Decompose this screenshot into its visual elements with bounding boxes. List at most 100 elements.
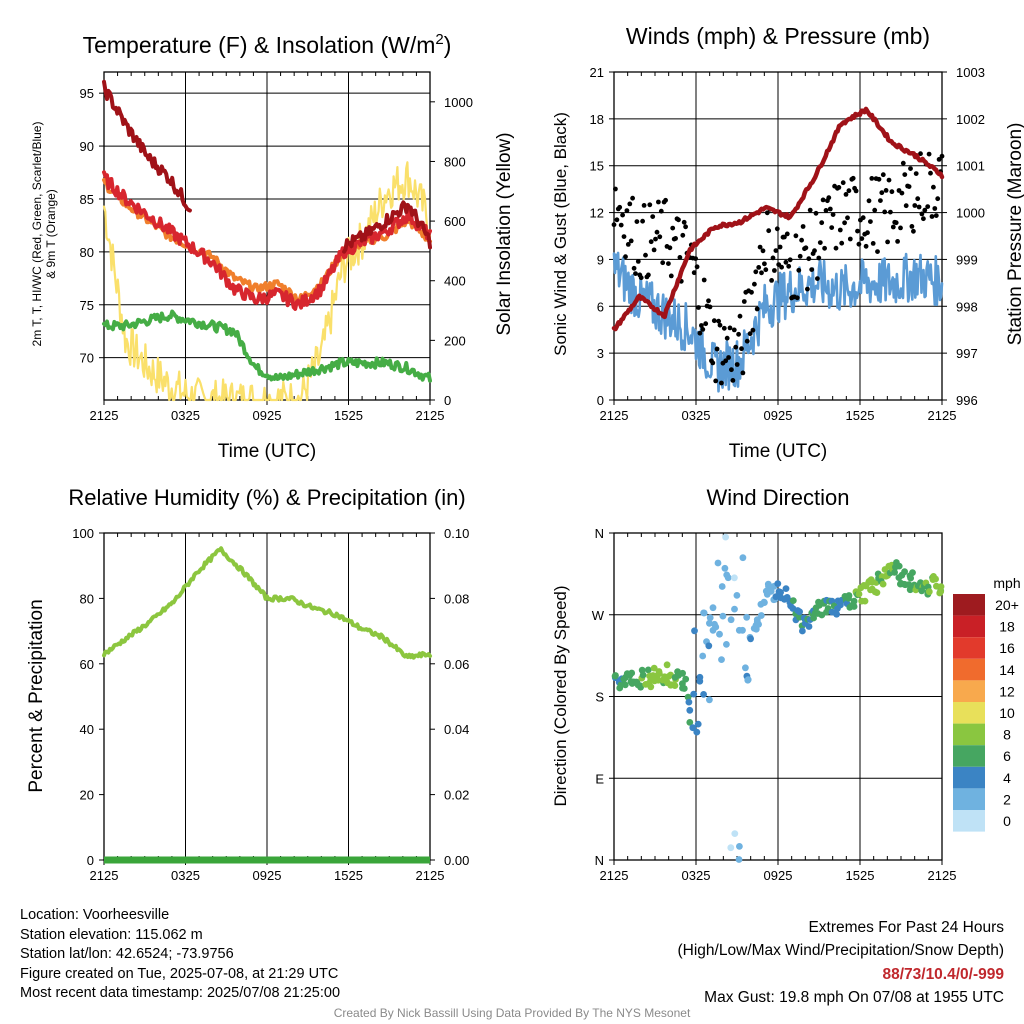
direction-point xyxy=(727,616,735,624)
direction-point xyxy=(714,559,722,567)
gust-point xyxy=(863,243,869,249)
gust-point xyxy=(638,275,644,281)
direction-point xyxy=(873,589,881,596)
gust-point xyxy=(739,346,744,352)
direction-point xyxy=(628,669,636,677)
direction-point xyxy=(621,681,629,689)
speed-legend-swatch xyxy=(953,658,985,681)
direction-x-tick-label: 2125 xyxy=(600,868,629,883)
direction-point xyxy=(850,603,858,610)
temperature-y-tick-label: 85 xyxy=(80,192,94,207)
humidity-y-tick-label: 80 xyxy=(80,591,94,606)
humidity-x-tick-label: 1525 xyxy=(334,868,363,883)
gust-point xyxy=(625,242,631,247)
direction-point xyxy=(663,661,671,669)
gust-point xyxy=(683,224,688,230)
temperature-y-tick-label: 75 xyxy=(80,298,94,313)
direction-point xyxy=(895,562,903,570)
extremes-values: 88/73/10.4/0/-999 xyxy=(882,965,1004,983)
gust-point xyxy=(623,254,628,260)
gust-point xyxy=(846,188,852,194)
direction-point xyxy=(721,564,729,572)
speed-legend-label: 8 xyxy=(1003,727,1011,743)
gust-point xyxy=(815,276,820,281)
gust-point xyxy=(653,236,658,242)
direction-point xyxy=(736,843,743,850)
gust-point xyxy=(845,215,850,221)
gust-point xyxy=(889,189,895,195)
direction-point xyxy=(845,592,853,599)
direction-point xyxy=(901,568,908,576)
direction-title: Wind Direction xyxy=(706,485,849,510)
direction-point xyxy=(693,728,701,736)
extremes-subtitle: (High/Low/Max Wind/Precipitation/Snow De… xyxy=(677,942,1005,960)
gust-point xyxy=(868,219,873,225)
relative-humidity-line xyxy=(102,546,432,660)
humidity-y2-tick-label: 0.06 xyxy=(444,657,469,672)
gust-point xyxy=(807,207,813,213)
gust-point xyxy=(752,281,757,287)
wind-y-tick-label: 18 xyxy=(590,112,604,127)
direction-point xyxy=(925,588,933,596)
direction-point xyxy=(718,583,726,590)
gust-point xyxy=(922,207,928,213)
solar-axis-label: Solar Insolation (Yellow) xyxy=(494,132,515,335)
direction-point xyxy=(747,635,754,643)
gust-point xyxy=(711,318,717,324)
gust-point xyxy=(895,239,900,244)
direction-x-tick-label: 2125 xyxy=(928,868,957,883)
direction-point xyxy=(685,698,693,706)
direction-point xyxy=(696,673,704,681)
gust-point xyxy=(657,234,663,240)
gust-point xyxy=(624,208,630,214)
speed-legend-label: 6 xyxy=(1003,748,1011,764)
direction-point xyxy=(686,706,694,714)
direction-point xyxy=(706,619,713,627)
gust-point xyxy=(666,261,671,266)
gust-point xyxy=(879,190,885,196)
gust-point xyxy=(928,170,933,176)
gust-point xyxy=(827,206,833,212)
direction-point xyxy=(656,670,663,677)
gust-point xyxy=(700,327,706,332)
direction-point xyxy=(906,586,914,594)
direction-point xyxy=(937,588,945,595)
wind-y2-tick-label: 1001 xyxy=(956,159,985,174)
gust-point xyxy=(613,186,618,192)
gust-point xyxy=(805,286,810,292)
direction-point xyxy=(731,605,738,613)
wind-title: Winds (mph) & Pressure (mb) xyxy=(626,23,930,49)
speed-legend-label: 10 xyxy=(999,705,1015,721)
temperature-x-tick-label: 0925 xyxy=(253,408,282,423)
gust-point xyxy=(731,327,737,333)
gust-point xyxy=(706,298,711,304)
wind-y-tick-label: 0 xyxy=(597,393,604,408)
direction-point xyxy=(739,626,746,634)
wind-y-tick-label: 3 xyxy=(597,346,604,361)
direction-point xyxy=(700,691,707,698)
speed-legend-swatch xyxy=(953,637,985,659)
gust-point xyxy=(779,264,784,270)
gust-point xyxy=(643,252,648,258)
direction-point xyxy=(719,612,727,620)
gust-point xyxy=(749,289,754,295)
gust-point xyxy=(691,270,697,276)
temperature-y-tick-label: 95 xyxy=(80,86,94,101)
gust-point xyxy=(826,195,832,201)
speed-legend-label: 0 xyxy=(1003,813,1011,829)
speed-legend-swatch xyxy=(953,594,985,616)
direction-point xyxy=(907,574,914,582)
gust-point xyxy=(773,248,779,254)
wind-x-tick-label: 1525 xyxy=(846,408,875,423)
gust-point xyxy=(747,331,753,337)
temperature-y-tick-label: 70 xyxy=(80,351,94,366)
gust-point xyxy=(766,228,772,234)
humidity-y2-tick-label: 0.02 xyxy=(444,788,469,803)
speed-legend-swatch xyxy=(953,702,985,724)
gust-point xyxy=(865,230,870,236)
gust-point xyxy=(822,245,827,251)
direction-point xyxy=(686,719,694,726)
speed-legend-swatch xyxy=(953,766,985,789)
extremes-title: Extremes For Past 24 Hours xyxy=(808,919,1004,936)
gust-point xyxy=(727,325,733,331)
